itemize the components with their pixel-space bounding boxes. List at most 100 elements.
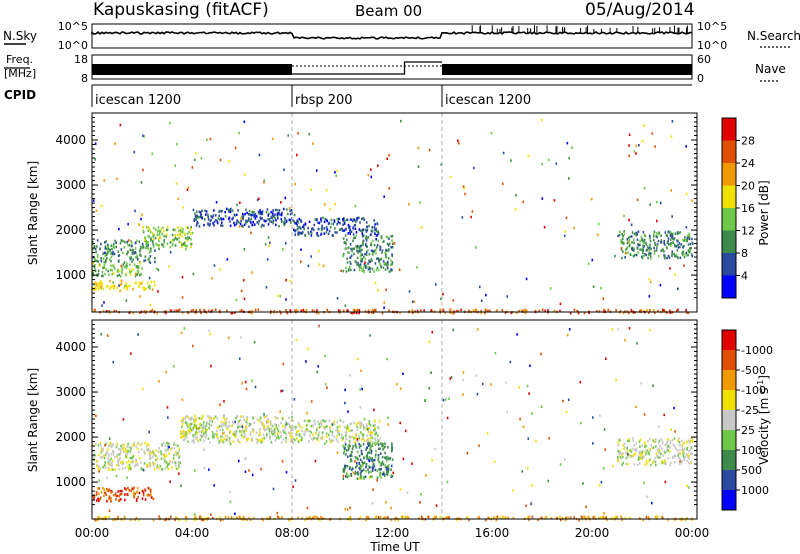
echo-cell [341,433,343,436]
echo-cell [388,248,390,251]
echo-cell [450,308,452,312]
echo-cell [190,238,192,241]
echo-cell [687,455,689,458]
velocity-colorbar-label: Velocity [m s-1] [756,375,771,465]
echo-cell [284,216,286,220]
echo-cell [179,231,182,234]
echo-cell [368,455,371,459]
echo-cell [192,308,195,312]
echo-cell [230,515,233,519]
echo-cell [99,247,101,251]
echo-cell [567,398,570,402]
echo-cell [367,266,369,269]
echo-cell [298,225,301,229]
echo-cell [672,241,675,245]
echo-cell [182,227,184,231]
echo-cell [208,441,211,444]
echo-cell [128,268,131,271]
echo-cell [670,461,672,465]
echo-cell [211,276,213,280]
echo-cell [390,506,393,510]
echo-cell [302,308,305,312]
echo-cell [386,236,389,239]
echo-cell [162,453,164,457]
echo-cell [304,234,307,237]
echo-cell [102,447,104,450]
echo-cell [148,235,150,239]
echo-cell [137,269,139,273]
echo-cell [358,246,360,249]
echo-cell [335,174,337,177]
echo-cell [205,210,208,213]
echo-cell [257,222,260,226]
echo-cell [190,424,192,428]
echo-cell [688,457,690,461]
echo-cell [565,216,568,220]
echo-cell [618,233,621,237]
echo-cell [245,387,248,391]
echo-cell [104,261,106,264]
echo-cell [317,325,320,329]
echo-cell [166,242,169,246]
echo-cell [379,462,381,465]
echo-cell [98,285,100,288]
echo-cell [274,213,276,216]
echo-cell [373,437,376,440]
echo-cell [641,238,643,242]
echo-cell [132,493,135,497]
echo-cell [478,285,481,289]
echo-cell [203,421,205,424]
echo-cell [233,433,236,437]
echo-cell [150,456,152,460]
echo-cell [142,168,144,172]
echo-cell [355,234,357,238]
echo-cell [257,210,260,214]
echo-cell [587,262,590,266]
echo-cell [278,209,281,212]
echo-cell [206,421,209,424]
echo-cell [231,217,234,221]
echo-cell [119,461,122,464]
echo-cell [300,436,303,439]
echo-cell [365,244,367,247]
echo-cell [323,220,326,224]
echo-cell [585,505,587,509]
echo-cell [94,257,96,261]
echo-cell [192,428,194,432]
echo-cell [348,474,350,477]
echo-cell [640,235,643,239]
echo-cell [343,252,345,256]
echo-cell [642,247,644,250]
echo-cell [198,417,201,420]
echo-cell [657,309,659,313]
echo-cell [362,243,364,246]
echo-cell [596,309,598,313]
echo-cell [103,463,106,467]
echo-cell [177,444,179,447]
echo-cell [638,143,640,147]
echo-cell [384,442,386,445]
echo-cell [659,283,662,287]
echo-cell [194,215,197,218]
echo-cell [130,270,133,273]
echo-cell [265,211,268,214]
echo-cell [462,393,464,396]
echo-cell [314,436,317,439]
echo-cell [347,410,349,413]
echo-cell [119,457,121,460]
echo-cell [350,422,353,425]
echo-cell [655,219,658,223]
echo-cell [263,427,265,430]
echo-cell [95,443,97,446]
echo-cell [187,429,190,432]
echo-cell [251,271,253,274]
echo-cell [340,269,342,273]
echo-cell [337,220,340,224]
echo-cell [271,424,274,428]
echo-cell [229,500,232,504]
echo-cell [367,438,370,442]
echo-cell [690,253,693,256]
echo-cell [377,434,379,437]
echo-cell [260,467,262,471]
echo-cell [187,440,189,444]
